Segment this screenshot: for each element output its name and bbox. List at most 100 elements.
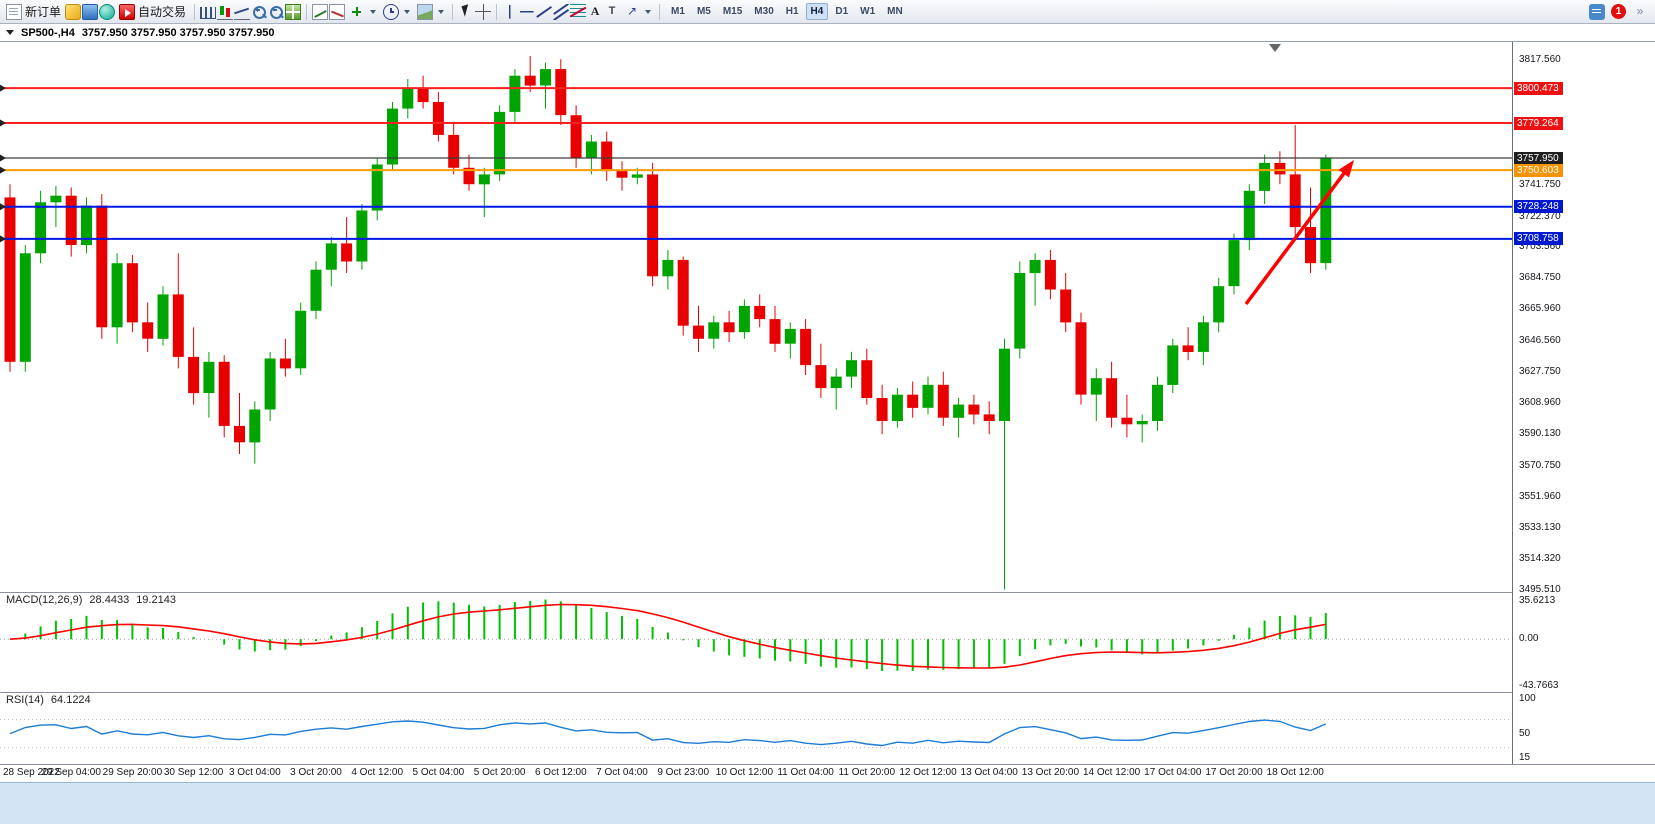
price-axis-label: 3703.560 xyxy=(1519,241,1561,253)
notification-badge[interactable]: 1 xyxy=(1611,4,1626,19)
price-chart[interactable] xyxy=(0,42,1512,592)
tile-windows-icon[interactable] xyxy=(285,3,302,20)
timeframe-group: M1 M5 M15 M30 H1 H4 D1 W1 MN xyxy=(665,3,909,20)
zoom-in-icon[interactable] xyxy=(251,4,267,20)
candle xyxy=(677,256,689,336)
arrows-tool-button[interactable] xyxy=(621,2,654,22)
chart-ohlc: 3757.950 3757.950 3757.950 3757.950 xyxy=(81,26,275,39)
crosshair-icon[interactable] xyxy=(475,3,492,20)
price-axis-label: 3665.960 xyxy=(1519,303,1561,315)
line-chart-mode-icon[interactable] xyxy=(234,4,251,20)
timeframe-m5[interactable]: M5 xyxy=(696,6,711,17)
candle xyxy=(218,355,230,438)
price-axis-label: 3684.750 xyxy=(1519,272,1561,284)
price-axis-label: 3551.960 xyxy=(1519,490,1561,502)
timeframe-m15[interactable]: M15 xyxy=(722,6,743,17)
time-axis[interactable]: 28 Sep 2022 29 Sep 04:00 29 Sep 20:00 30 Se… xyxy=(0,765,1512,782)
candle xyxy=(188,327,200,405)
candle xyxy=(1213,277,1225,333)
price-axis[interactable]: 3817.560 3741.750 3722.370 3703.560 3684.750… xyxy=(1512,42,1655,764)
candle xyxy=(1075,312,1087,405)
market-watch-icon[interactable] xyxy=(82,3,99,20)
trend-arrow[interactable] xyxy=(1244,168,1349,306)
autotrading-button[interactable]: 自动交易 xyxy=(116,2,189,22)
candle xyxy=(1060,273,1072,333)
rsi-line xyxy=(9,719,1327,747)
rsi-axis-label: 15 xyxy=(1519,752,1531,764)
toolbar-separator xyxy=(306,3,308,20)
candle xyxy=(126,254,138,333)
panel-divider[interactable] xyxy=(0,692,1655,693)
price-axis-label: 3533.130 xyxy=(1519,521,1561,533)
zoom-out-icon[interactable] xyxy=(268,4,284,20)
timeframe-h1[interactable]: H1 xyxy=(785,6,799,17)
line-anchor-icon xyxy=(0,235,6,243)
candle xyxy=(310,261,322,320)
collapse-icon[interactable] xyxy=(6,30,14,35)
chart-window: SP500-,H4 3757.950 3757.950 3757.950 375… xyxy=(0,24,1655,824)
objects-icon[interactable] xyxy=(329,3,346,20)
candle xyxy=(1259,154,1271,204)
chevron-down-icon xyxy=(438,9,445,14)
candle xyxy=(540,62,551,109)
data-window-icon[interactable] xyxy=(99,3,116,20)
price-axis-label: 3495.510 xyxy=(1519,583,1561,595)
price-badge: 3757.950 xyxy=(1514,151,1563,165)
macd-panel[interactable] xyxy=(0,593,1512,691)
candle xyxy=(65,187,77,257)
text-tool-icon[interactable] xyxy=(587,4,603,20)
toolbar-overflow-icon[interactable] xyxy=(1632,4,1648,20)
timeframe-h4[interactable]: H4 xyxy=(805,3,829,20)
timeframe-m1[interactable]: M1 xyxy=(671,6,685,17)
bar-chart-mode-icon[interactable] xyxy=(200,6,217,19)
indicators-icon[interactable] xyxy=(312,3,329,20)
candle xyxy=(601,131,613,181)
label-tool-icon[interactable] xyxy=(604,4,620,20)
candle xyxy=(1320,154,1332,270)
chart-shift-marker-icon[interactable] xyxy=(1269,44,1281,52)
candle xyxy=(769,305,781,352)
profile-icon[interactable] xyxy=(65,3,82,20)
macd-signal-line xyxy=(9,603,1326,669)
time-axis-label: 5 Oct 20:00 xyxy=(473,767,526,778)
channel-tool-icon[interactable] xyxy=(553,4,569,20)
vertical-line-tool-icon[interactable] xyxy=(502,3,519,20)
candle xyxy=(723,310,735,343)
rsi-panel[interactable] xyxy=(0,693,1512,763)
time-axis-label: 6 Oct 12:00 xyxy=(534,767,587,778)
timeframe-d1[interactable]: D1 xyxy=(835,6,849,17)
rsi-label: RSI(14) 64.1224 xyxy=(6,694,91,706)
horizontal-line-tool-icon[interactable] xyxy=(519,3,536,20)
trendline-tool-icon[interactable] xyxy=(536,4,552,20)
time-axis-label: 13 Oct 04:00 xyxy=(960,767,1018,778)
price-axis-label: 3817.560 xyxy=(1519,54,1561,65)
panel-divider[interactable] xyxy=(0,592,1655,593)
rsi-axis-label: 50 xyxy=(1519,727,1531,739)
time-axis-label: 3 Oct 20:00 xyxy=(290,767,342,778)
chevron-down-icon xyxy=(404,9,411,14)
cursor-icon[interactable] xyxy=(458,4,474,20)
chart-titlebar[interactable]: SP500-,H4 3757.950 3757.950 3757.950 375… xyxy=(0,24,1655,42)
templates-button[interactable] xyxy=(414,2,447,22)
timeframe-mn[interactable]: MN xyxy=(887,6,903,17)
candle xyxy=(784,322,796,359)
news-icon[interactable] xyxy=(1589,3,1605,20)
arrow-tool-icon xyxy=(624,4,640,20)
candle xyxy=(830,368,842,410)
time-axis-label: 7 Oct 04:00 xyxy=(596,767,648,778)
fibonacci-tool-icon[interactable] xyxy=(570,3,587,20)
candle xyxy=(1305,187,1316,273)
add-indicator-button[interactable] xyxy=(346,2,379,22)
time-axis-label: 17 Oct 04:00 xyxy=(1144,767,1202,778)
candle xyxy=(846,351,857,389)
timeframe-w1[interactable]: W1 xyxy=(860,6,876,17)
toolbar-right: 1 xyxy=(1589,3,1652,20)
new-order-button[interactable]: 新订单 xyxy=(3,2,64,22)
periods-button[interactable] xyxy=(380,2,413,22)
candle xyxy=(19,245,31,372)
line-anchor-icon xyxy=(0,119,6,127)
candlestick-mode-icon[interactable] xyxy=(217,4,234,20)
candle xyxy=(341,217,353,273)
timeframe-m30[interactable]: M30 xyxy=(754,6,774,17)
candle xyxy=(524,56,536,93)
